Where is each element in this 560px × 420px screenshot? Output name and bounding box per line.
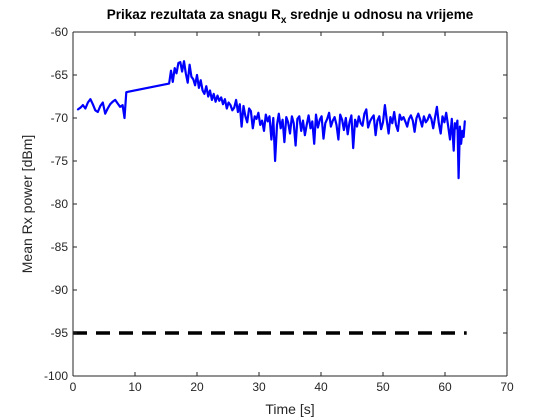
y-ticks: -100 -95 -90 -85 -80 -75 -70 -65 -60 [44, 25, 507, 383]
x-tick-label: 10 [128, 380, 142, 394]
chart-title: Prikaz rezultata za snagu Rx srednje u o… [107, 7, 474, 26]
x-tick-label: 20 [190, 380, 204, 394]
x-tick-label: 70 [500, 380, 514, 394]
x-tick-label: 30 [252, 380, 266, 394]
y-tick-label: -85 [51, 240, 69, 254]
series-group [76, 60, 466, 180]
series-line-0 [76, 60, 466, 180]
y-tick-label: -95 [51, 326, 69, 340]
x-tick-label: 50 [376, 380, 390, 394]
y-tick-label: -70 [51, 111, 69, 125]
chart-title-subscript: x [281, 15, 287, 26]
x-tick-label: 40 [314, 380, 328, 394]
y-tick-label: -60 [51, 25, 69, 39]
y-tick-label: -100 [44, 369, 68, 383]
x-axis-label: Time [s] [265, 401, 314, 417]
plot-area [73, 32, 507, 376]
chart-title-rest: srednje u odnosu na vrijeme [286, 7, 473, 22]
x-ticks: 0 10 20 30 40 50 60 70 [70, 32, 514, 394]
y-tick-label: -65 [51, 68, 69, 82]
y-axis-label: Mean Rx power [dBm] [19, 135, 35, 274]
y-tick-label: -90 [51, 283, 69, 297]
chart-title-main: Prikaz rezultata za snagu R [107, 7, 281, 22]
y-tick-label: -75 [51, 154, 69, 168]
x-tick-label: 60 [438, 380, 452, 394]
x-tick-label: 0 [70, 380, 77, 394]
y-tick-label: -80 [51, 197, 69, 211]
